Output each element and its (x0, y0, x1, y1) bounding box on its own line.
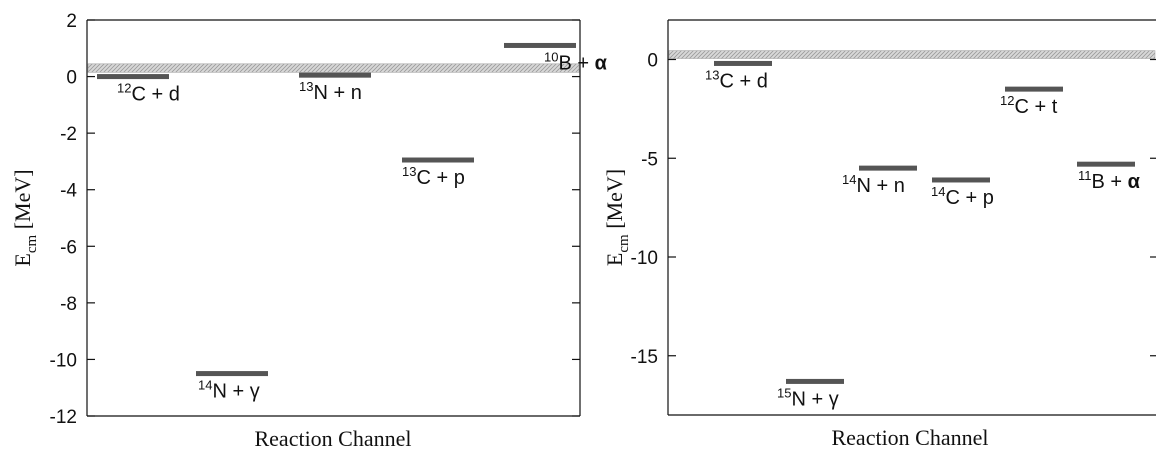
level-bar-14cp (932, 177, 990, 183)
channel-label: 11B + α (1078, 168, 1141, 193)
y-tick-label: 0 (66, 68, 77, 89)
channel-label: 12C + t (1000, 93, 1058, 118)
level-bar-14nn (859, 165, 917, 171)
level-bar-10b (504, 42, 576, 48)
chart-panel-1: 2 0 -2 -4 -6 -8 -10 -12 12C + d 14N + γ 13N + n 13C… (10, 11, 608, 451)
channel-label: 13C + p (402, 164, 465, 189)
x-axis-title: Reaction Channel (831, 425, 988, 450)
x-axis-title: Reaction Channel (254, 426, 411, 451)
channel-label: 10B + α (544, 49, 608, 74)
y-axis-title: Ecm [MeV] (602, 169, 632, 266)
channel-label: 14N + n (842, 172, 905, 197)
level-bar-13cp (402, 157, 474, 163)
level-bar-13nn (299, 72, 371, 78)
resonance-band (87, 63, 580, 73)
y-tick-label: 2 (66, 11, 77, 32)
y-tick-label: -10 (50, 350, 77, 371)
channel-label: 13C + d (705, 67, 768, 92)
plot-frame (667, 19, 1156, 416)
level-bar-15n (786, 378, 844, 384)
plot-frame (86, 19, 581, 417)
channel-label: 12C + d (117, 81, 180, 106)
y-tick-label: -15 (631, 347, 658, 368)
level-bar-11b (1077, 161, 1135, 167)
y-tick-label: -2 (60, 124, 77, 145)
channel-label: 14N + γ (198, 378, 260, 403)
chart-panel-2: 0 -5 -10 -15 13C + d 15N + γ 14N + n 14C + p 12C… (602, 19, 1156, 450)
channel-label: 13N + n (299, 79, 362, 104)
y-tick-label: -4 (60, 181, 77, 202)
resonance-band (668, 50, 1156, 59)
level-bar-12ct (1005, 86, 1063, 92)
y-axis-title: Ecm [MeV] (10, 169, 40, 266)
level-bar-14n (196, 371, 268, 377)
channel-label: 15N + γ (777, 385, 839, 410)
y-tick-label: -12 (50, 407, 77, 428)
level-bar-12cd (97, 74, 169, 80)
channel-label: 14C + p (931, 184, 994, 209)
y-tick-label: -10 (631, 248, 658, 269)
y-tick-label: -6 (60, 237, 77, 258)
y-tick-label: -8 (60, 294, 77, 315)
level-bar-13cd (714, 60, 772, 66)
y-tick-label: -5 (641, 149, 658, 170)
y-tick-label: 0 (647, 51, 658, 72)
